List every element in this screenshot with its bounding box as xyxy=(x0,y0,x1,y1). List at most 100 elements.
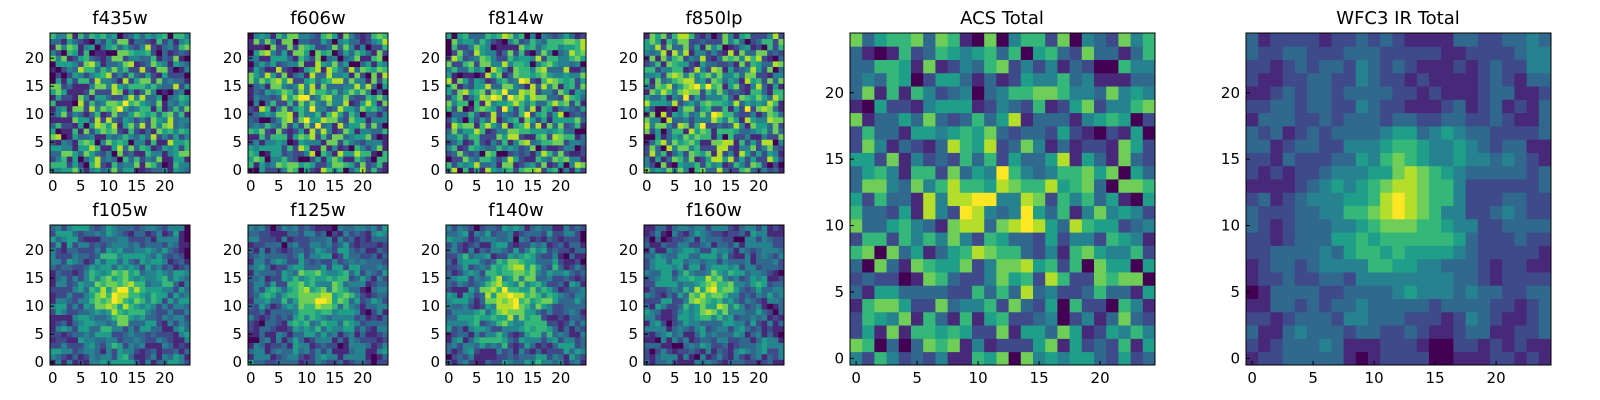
heatmap-cell xyxy=(162,161,168,168)
heatmap-cell xyxy=(451,100,458,107)
heatmap-cell xyxy=(535,342,542,349)
heatmap-cell xyxy=(304,348,310,355)
heatmap-cell xyxy=(739,275,746,282)
heatmap-cell xyxy=(524,122,531,129)
heatmap-cell xyxy=(66,337,73,343)
heatmap-cell xyxy=(733,303,740,310)
heatmap-cell xyxy=(270,94,277,101)
heatmap-cell xyxy=(485,292,492,299)
heatmap-cell xyxy=(535,359,542,366)
heatmap-cell xyxy=(552,128,559,135)
heatmap-cell xyxy=(281,342,288,349)
heatmap-cell xyxy=(348,342,355,349)
heatmap-cell xyxy=(156,100,163,107)
heatmap-cell xyxy=(660,292,667,299)
heatmap-cell xyxy=(739,128,746,135)
heatmap-cell xyxy=(332,230,338,237)
heatmap-cell xyxy=(574,320,581,327)
heatmap-cell xyxy=(354,353,361,360)
heatmap-cell xyxy=(700,337,706,343)
heatmap-cell xyxy=(683,297,690,304)
heatmap-cell xyxy=(490,303,497,310)
heatmap-cell xyxy=(649,66,656,73)
heatmap-cell xyxy=(264,275,271,282)
heatmap-cell xyxy=(248,286,254,293)
heatmap-cell xyxy=(507,117,514,123)
heatmap-cell xyxy=(106,230,112,237)
heatmap-cell xyxy=(248,105,254,112)
heatmap-cell xyxy=(574,89,581,95)
heatmap-cell xyxy=(309,55,316,62)
heatmap-cell xyxy=(122,348,129,355)
heatmap-cell xyxy=(490,38,497,45)
heatmap-cell xyxy=(722,133,729,140)
heatmap-cell xyxy=(513,117,520,123)
heatmap-cell xyxy=(558,253,564,259)
heatmap-cell xyxy=(541,83,548,90)
heatmap-cell xyxy=(354,275,361,282)
heatmap-cell xyxy=(145,145,152,151)
heatmap-cell xyxy=(348,281,355,287)
heatmap-cell xyxy=(332,150,338,157)
heatmap-cell xyxy=(66,275,73,282)
heatmap-cell xyxy=(184,38,191,45)
heatmap-cell xyxy=(649,269,656,276)
heatmap-cell xyxy=(558,61,564,67)
heatmap-cell xyxy=(666,353,673,360)
heatmap-cell xyxy=(744,297,751,304)
heatmap-cell xyxy=(778,33,785,39)
y-tick-label: 0 xyxy=(430,161,440,179)
heatmap-cell xyxy=(711,117,718,123)
heatmap-cell xyxy=(446,161,452,168)
heatmap-cell xyxy=(530,33,536,39)
heatmap-cell xyxy=(524,89,531,95)
heatmap-cell xyxy=(139,72,146,79)
heatmap-cell xyxy=(513,241,520,248)
heatmap-cell xyxy=(167,241,174,248)
heatmap-cell xyxy=(145,49,152,56)
heatmap-cell xyxy=(552,258,559,265)
heatmap-cell xyxy=(569,337,576,343)
heatmap-cell xyxy=(298,297,305,304)
heatmap-cell xyxy=(451,269,458,276)
heatmap-cell xyxy=(655,275,662,282)
heatmap-cell xyxy=(479,309,486,315)
heatmap-cell xyxy=(761,286,768,293)
heatmap-cell xyxy=(474,353,480,360)
heatmap-cell xyxy=(184,314,191,321)
heatmap-cell xyxy=(315,94,322,101)
heatmap-cell xyxy=(184,100,191,107)
heatmap-cell xyxy=(343,236,350,243)
heatmap-cell xyxy=(750,309,757,315)
heatmap-cell xyxy=(150,122,157,129)
heatmap-cell xyxy=(382,49,389,56)
heatmap-cell xyxy=(150,314,157,321)
heatmap-cell xyxy=(167,309,174,315)
heatmap-cell xyxy=(248,133,254,140)
heatmap-cell xyxy=(739,269,746,276)
heatmap-cell xyxy=(705,128,712,135)
heatmap-cell xyxy=(569,150,576,157)
heatmap-cell xyxy=(128,111,135,118)
heatmap-cell xyxy=(343,230,350,237)
heatmap-cell xyxy=(683,161,690,168)
heatmap-cell xyxy=(672,44,678,51)
heatmap-cell xyxy=(524,342,531,349)
heatmap-cell xyxy=(167,230,174,237)
heatmap-cell xyxy=(761,150,768,157)
heatmap-cell xyxy=(563,309,570,315)
heatmap-cell xyxy=(382,133,389,140)
heatmap-cell xyxy=(485,359,492,366)
heatmap-cell xyxy=(117,89,124,95)
heatmap-cell xyxy=(156,167,163,174)
heatmap-cell xyxy=(474,100,480,107)
heatmap-cell xyxy=(479,139,486,146)
heatmap-cell xyxy=(100,139,107,146)
heatmap-cell xyxy=(139,66,146,73)
heatmap-cell xyxy=(716,49,723,56)
heatmap-cell xyxy=(371,292,378,299)
heatmap-cell xyxy=(100,230,107,237)
heatmap-cell xyxy=(552,230,559,237)
heatmap-cell xyxy=(683,309,690,315)
heatmap-cell xyxy=(666,303,673,310)
